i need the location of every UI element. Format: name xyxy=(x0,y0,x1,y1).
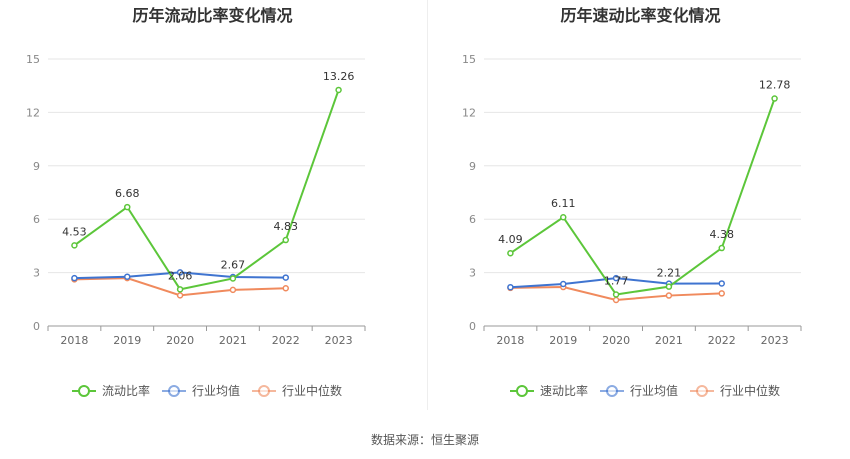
data-label: 4.53 xyxy=(62,225,87,238)
legend-label: 行业中位数 xyxy=(282,383,342,398)
current-ratio-chart: 0 3 6 9 12 15 2018 2019 2020 2021 2022 2023 4.53 6.68… xyxy=(26,53,366,398)
x-tick-label: 2023 xyxy=(325,334,353,347)
legend-label: 行业中位数 xyxy=(720,383,780,398)
chart-title-quick-ratio: 历年速动比率变化情况 xyxy=(560,6,721,25)
legend-label: 流动比率 xyxy=(102,383,150,398)
data-label: 12.78 xyxy=(759,79,791,92)
y-tick-label: 0 xyxy=(469,320,476,333)
panel-divider xyxy=(427,0,428,410)
data-point xyxy=(229,286,237,294)
x-tick-label: 2020 xyxy=(166,334,194,347)
data-point xyxy=(507,283,514,291)
data-point xyxy=(282,285,289,292)
y-tick-label: 12 xyxy=(462,106,476,119)
x-tick-label: 2022 xyxy=(708,334,736,347)
data-point xyxy=(71,274,78,282)
data-point xyxy=(282,236,289,244)
data-label: 4.09 xyxy=(498,233,523,246)
legend-marker xyxy=(78,385,90,397)
data-label: 1.77 xyxy=(604,274,629,287)
data-label: 6.68 xyxy=(115,187,140,200)
data-label: 2.67 xyxy=(221,258,246,271)
data-label: 4.38 xyxy=(710,228,735,241)
legend-label: 速动比率 xyxy=(540,383,588,398)
legend-marker xyxy=(606,385,618,397)
quick-ratio-chart: 0 3 6 9 12 15 2018 2019 2020 2021 2022 2023 4.09 6.11… xyxy=(462,53,802,398)
x-tick-label: 2020 xyxy=(602,334,630,347)
data-point xyxy=(176,269,184,276)
data-source: 数据来源：恒生聚源 xyxy=(370,433,479,447)
data-point xyxy=(229,275,237,282)
data-point xyxy=(665,283,673,290)
x-tick-label: 2023 xyxy=(761,334,789,347)
y-tick-label: 12 xyxy=(26,106,40,119)
legend-label: 行业均值 xyxy=(192,383,240,398)
data-label: 2.06 xyxy=(168,269,193,282)
x-tick-label: 2022 xyxy=(272,334,300,347)
x-tick-label: 2021 xyxy=(219,334,247,347)
data-point xyxy=(665,292,673,299)
data-point xyxy=(176,286,184,293)
y-tick-label: 9 xyxy=(33,160,40,173)
y-tick-label: 3 xyxy=(33,267,40,280)
series-line xyxy=(73,89,340,291)
data-point xyxy=(176,292,184,299)
data-label: 13.26 xyxy=(323,70,355,83)
x-tick-label: 2018 xyxy=(496,334,524,347)
y-tick-label: 15 xyxy=(462,53,476,66)
chart-title-current-ratio: 历年流动比率变化情况 xyxy=(132,6,293,25)
data-point xyxy=(718,280,725,287)
data-point xyxy=(771,95,778,102)
data-point xyxy=(560,213,567,221)
series-line xyxy=(509,98,776,296)
y-tick-label: 6 xyxy=(469,213,476,226)
data-point xyxy=(560,280,567,288)
data-label: 6.11 xyxy=(551,197,576,210)
data-point xyxy=(718,290,725,297)
x-tick-label: 2019 xyxy=(113,334,141,347)
data-point xyxy=(71,242,78,249)
data-point xyxy=(612,291,620,298)
data-point xyxy=(282,274,289,281)
y-tick-label: 9 xyxy=(469,160,476,173)
legend-marker xyxy=(696,385,708,397)
x-tick-label: 2019 xyxy=(549,334,577,347)
data-point xyxy=(507,249,514,257)
x-tick-label: 2018 xyxy=(60,334,88,347)
data-point xyxy=(612,274,620,282)
data-point xyxy=(124,273,131,280)
y-tick-label: 15 xyxy=(26,53,40,66)
data-point xyxy=(718,244,725,252)
data-label: 2.21 xyxy=(657,267,682,280)
x-tick-label: 2021 xyxy=(655,334,683,347)
data-point xyxy=(124,203,131,211)
data-point xyxy=(612,296,620,304)
legend-marker xyxy=(168,385,180,397)
legend-marker xyxy=(258,385,270,397)
legend-marker xyxy=(516,385,528,397)
data-point xyxy=(335,86,342,94)
y-tick-label: 6 xyxy=(33,213,40,226)
y-tick-label: 3 xyxy=(469,267,476,280)
legend-label: 行业均值 xyxy=(630,383,678,398)
y-tick-label: 0 xyxy=(33,320,40,333)
data-label: 4.83 xyxy=(274,220,299,233)
